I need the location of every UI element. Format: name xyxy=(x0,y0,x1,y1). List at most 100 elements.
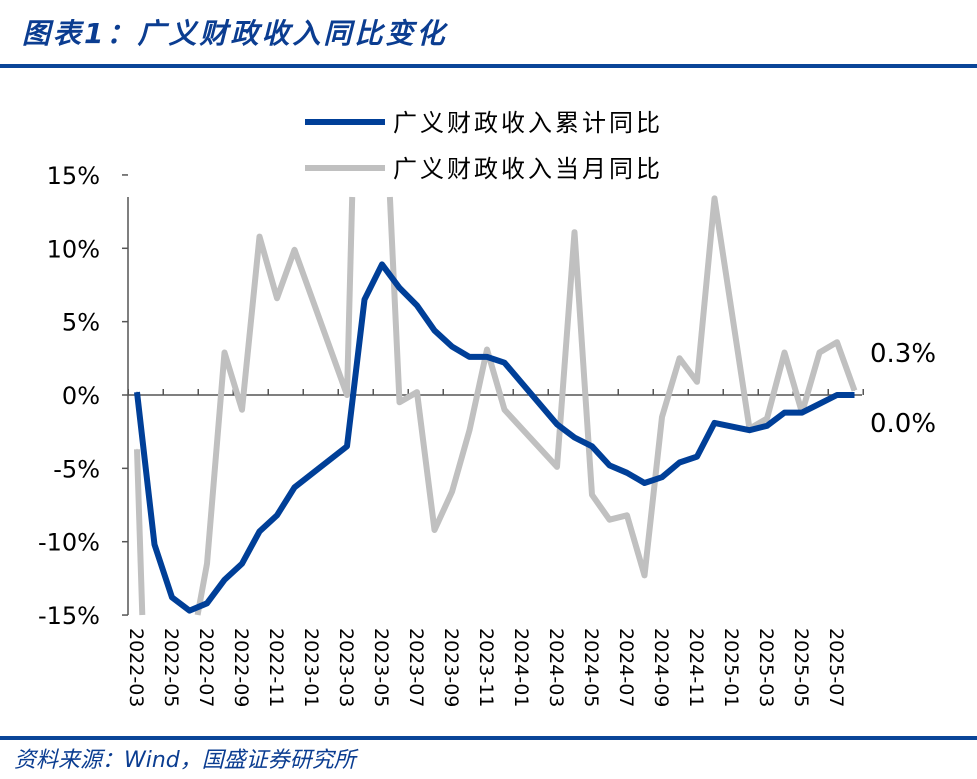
series-cumulative-line-point xyxy=(346,445,348,447)
series-monthly-line-point xyxy=(854,390,855,392)
series-cumulative-line-point xyxy=(696,456,698,458)
series-monthly-line-point xyxy=(224,351,225,353)
series-monthly-line-point xyxy=(469,429,470,431)
series-monthly-line-point xyxy=(696,381,698,383)
x-tick-label: 2022-05 xyxy=(160,628,182,707)
series-monthly-line-point xyxy=(574,231,575,233)
legend-label-cumulative: 广义财政收入累计同比 xyxy=(393,109,663,137)
series-monthly-line-point xyxy=(434,529,435,531)
x-tick-label: 2024-03 xyxy=(545,628,567,707)
series-cumulative-line-point xyxy=(644,482,645,484)
x-tick-label: 2023-05 xyxy=(370,628,392,707)
y-tick-label: -15% xyxy=(38,602,100,630)
series-monthly-line-point xyxy=(276,297,278,299)
x-tick-label: 2024-05 xyxy=(580,628,602,707)
x-tick-label: 2022-07 xyxy=(195,628,217,707)
series-cumulative-line-point xyxy=(259,530,260,532)
series-cumulative-line-point xyxy=(556,423,558,425)
source-note: 资料来源：Wind，国盛证券研究所 xyxy=(14,748,356,773)
y-tick-label: 10% xyxy=(47,235,100,263)
x-tick-label: 2024-07 xyxy=(615,628,637,707)
series-cumulative-line-point xyxy=(749,429,750,431)
footer-divider xyxy=(0,736,977,740)
series-cumulative-line-point xyxy=(609,464,610,466)
series-cumulative-line-point xyxy=(434,329,435,331)
series-cumulative-line-point xyxy=(661,476,663,478)
series-cumulative-line-point xyxy=(591,445,593,447)
series-monthly-line-point xyxy=(661,416,663,418)
series-monthly-line-point xyxy=(836,341,838,343)
series-cumulative-line-point xyxy=(451,346,453,348)
x-tick-label: 2022-09 xyxy=(230,628,252,707)
series-monthly-line-point xyxy=(486,349,488,351)
series-cumulative-line-point xyxy=(241,563,243,565)
x-tick-label: 2024-09 xyxy=(650,628,672,707)
x-tick-label: 2023-01 xyxy=(300,628,322,707)
series-monthly-line-point xyxy=(504,409,505,411)
series-cumulative-line-point xyxy=(714,422,715,424)
x-tick-label: 2023-11 xyxy=(475,628,497,707)
series-monthly-line-point xyxy=(136,448,138,450)
series-cumulative-line-point xyxy=(626,472,628,474)
series-cumulative-line-point xyxy=(574,437,575,439)
legend-label-monthly: 广义财政收入当月同比 xyxy=(393,155,663,183)
series-cumulative-line-point xyxy=(364,299,365,301)
x-tick-label: 2023-07 xyxy=(405,628,427,707)
x-tick-label: 2022-11 xyxy=(265,628,287,707)
series-monthly-line-point xyxy=(609,519,610,521)
series-cumulative-line-point xyxy=(136,391,138,393)
x-tick-label: 2022-03 xyxy=(125,628,147,707)
series-cumulative-line-point xyxy=(171,596,173,598)
series-cumulative-line-point xyxy=(784,412,785,414)
chart-title: 图表1：广义财政收入同比变化 xyxy=(22,17,448,50)
x-tick-label: 2024-11 xyxy=(685,628,707,707)
x-tick-label: 2025-05 xyxy=(790,628,812,707)
y-tick-label: -10% xyxy=(38,529,100,557)
series-cumulative-line-point xyxy=(276,514,278,516)
x-tick-label: 2024-01 xyxy=(510,628,532,707)
series-cumulative-line-point xyxy=(189,610,190,612)
series-cumulative-line-point xyxy=(854,394,855,396)
x-tick-label: 2023-09 xyxy=(440,628,462,707)
title-divider xyxy=(0,64,977,68)
series-monthly-line-point xyxy=(714,197,715,199)
series-cumulative-line-point xyxy=(766,425,768,427)
series-cumulative-line-point xyxy=(801,412,803,414)
series-monthly-line-point xyxy=(294,249,295,251)
series-monthly-line-point xyxy=(591,494,593,496)
series-cumulative-line-point xyxy=(504,362,505,364)
series-cumulative-line-point xyxy=(154,544,155,546)
series-monthly-line-point xyxy=(259,236,260,238)
annotation-cumulative-last: 0.0% xyxy=(870,409,936,439)
x-tick-label: 2025-07 xyxy=(825,628,847,707)
x-tick-label: 2023-03 xyxy=(335,628,357,707)
series-monthly-line-point xyxy=(241,409,243,411)
series-monthly-line-point xyxy=(784,351,785,353)
series-cumulative-line-point xyxy=(224,579,225,581)
x-tick-label: 2025-03 xyxy=(755,628,777,707)
series-monthly-line-point xyxy=(416,391,418,393)
series-monthly-line-point xyxy=(206,563,208,565)
series-cumulative-line-point xyxy=(399,287,400,289)
series-monthly-line-point xyxy=(556,466,558,468)
series-monthly-line-point xyxy=(819,351,820,353)
series-cumulative-line-point xyxy=(486,356,488,358)
series-cumulative-line-point xyxy=(679,461,680,463)
series-monthly-line-point xyxy=(451,491,453,493)
series-monthly-line xyxy=(134,195,858,616)
series-monthly-line-point xyxy=(679,357,680,359)
series-monthly-line-point xyxy=(766,417,768,419)
y-tick-label: 0% xyxy=(62,382,100,410)
y-tick-label: -5% xyxy=(53,455,100,483)
y-tick-label: 5% xyxy=(62,309,100,337)
series-monthly-line-point xyxy=(346,394,348,396)
series-cumulative-line-point xyxy=(819,403,820,405)
series-monthly-line-point xyxy=(399,401,400,403)
legend: 广义财政收入累计同比 广义财政收入当月同比 xyxy=(305,109,663,183)
series-monthly-line-point xyxy=(644,574,645,576)
series-cumulative-line-point xyxy=(836,394,838,396)
series-cumulative-line xyxy=(134,261,855,614)
series-cumulative-line-point xyxy=(416,305,418,307)
y-tick-label: 15% xyxy=(47,162,100,190)
